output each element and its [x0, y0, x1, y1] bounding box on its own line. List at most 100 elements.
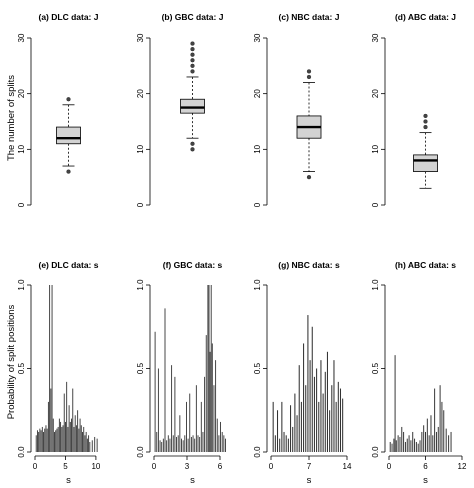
bar [161, 441, 163, 452]
y-tick-label: 30 [136, 33, 145, 42]
bar [441, 401, 443, 452]
bar [167, 435, 169, 452]
bar [181, 438, 182, 452]
y-tick-label: 1.0 [371, 279, 380, 291]
bar [38, 431, 40, 452]
bar [55, 430, 57, 452]
bar [430, 415, 432, 452]
bar [435, 431, 437, 452]
panel-3: (c) NBC data: J 0 10 20 30 [253, 12, 340, 207]
bar [421, 431, 423, 452]
bar [326, 351, 328, 452]
panel-title: (c) NBC data: J [279, 12, 340, 22]
bar [82, 431, 83, 452]
bar [197, 435, 199, 452]
bar [307, 315, 309, 452]
outlier-point [306, 175, 312, 180]
bar [395, 440, 397, 452]
bar [417, 443, 419, 452]
bar [171, 365, 173, 452]
bar [279, 438, 281, 452]
panel-title: (h) ABC data: s [395, 260, 456, 270]
bar [290, 405, 292, 452]
bar [40, 430, 42, 452]
y-tick-label: 1.0 [136, 279, 145, 291]
bar [199, 436, 201, 452]
bar [292, 426, 294, 452]
x-axis-label: s [307, 475, 312, 486]
bar [208, 285, 210, 452]
bar [159, 440, 161, 452]
outlier-point [190, 141, 195, 146]
bar [313, 376, 315, 452]
y-tick-label: 0 [371, 202, 380, 207]
bar [189, 393, 191, 452]
bar [215, 360, 217, 452]
bar [86, 438, 88, 452]
bar [75, 425, 77, 452]
bar [65, 421, 66, 452]
bar [322, 393, 324, 452]
outlier-point [423, 124, 428, 130]
bar [337, 381, 339, 452]
bar [186, 401, 187, 452]
bar [207, 285, 209, 452]
bar [172, 435, 174, 452]
bar [58, 418, 60, 452]
y-tick-label: 20 [136, 89, 145, 98]
bar [439, 385, 441, 452]
bar [445, 428, 447, 452]
y-tick-label: 0.0 [136, 446, 145, 458]
bar [410, 440, 412, 452]
y-tick-label: 1.0 [253, 279, 262, 291]
bar [303, 343, 305, 452]
bar [177, 435, 179, 452]
bar [412, 431, 414, 452]
panel-5: (e) DLC data: s 0.0 0.5 1.0 0 5 10 s [17, 260, 101, 486]
bar [397, 435, 399, 452]
row2-y-axis-label: Probability of split positions [6, 304, 17, 419]
bar [78, 428, 80, 452]
y-tick-label: 0 [136, 202, 145, 207]
outlier-point [190, 52, 195, 57]
bar [401, 426, 403, 452]
bar [46, 428, 48, 452]
bar [272, 401, 274, 452]
outlier-point [306, 74, 312, 80]
bar [164, 308, 166, 452]
panel-8: (h) ABC data: s 0.0 0.5 1.0 0 6 12 s [371, 260, 467, 486]
bar [195, 385, 197, 452]
outlier-point [190, 147, 195, 152]
bar [342, 398, 344, 452]
bar [426, 418, 428, 452]
panel-1: (a) DLC data: J 0 10 20 30 [17, 12, 99, 207]
bar [391, 443, 393, 452]
bar [331, 385, 333, 452]
y-tick-label: 20 [17, 89, 26, 98]
bar [56, 428, 58, 452]
bar [176, 436, 177, 452]
bar [324, 371, 326, 452]
bar [47, 401, 49, 452]
x-tick-label: 10 [91, 462, 100, 471]
panel-title: (d) ABC data: J [395, 12, 456, 22]
y-tick-label: 10 [17, 144, 26, 153]
bar [52, 418, 54, 452]
bar [51, 285, 53, 452]
bar [423, 425, 425, 452]
bar [80, 425, 82, 452]
bar [414, 438, 416, 452]
y-tick-label: 0.5 [136, 362, 145, 374]
bar [49, 285, 51, 452]
bar [403, 431, 405, 452]
bar [223, 435, 225, 452]
y-tick-label: 0.0 [17, 446, 26, 458]
y-tick-label: 30 [253, 33, 262, 42]
bar [61, 426, 63, 452]
bar [274, 435, 276, 452]
bar [35, 435, 37, 452]
bar [389, 441, 391, 452]
bar [73, 426, 75, 452]
x-tick-label: 0 [33, 462, 38, 471]
